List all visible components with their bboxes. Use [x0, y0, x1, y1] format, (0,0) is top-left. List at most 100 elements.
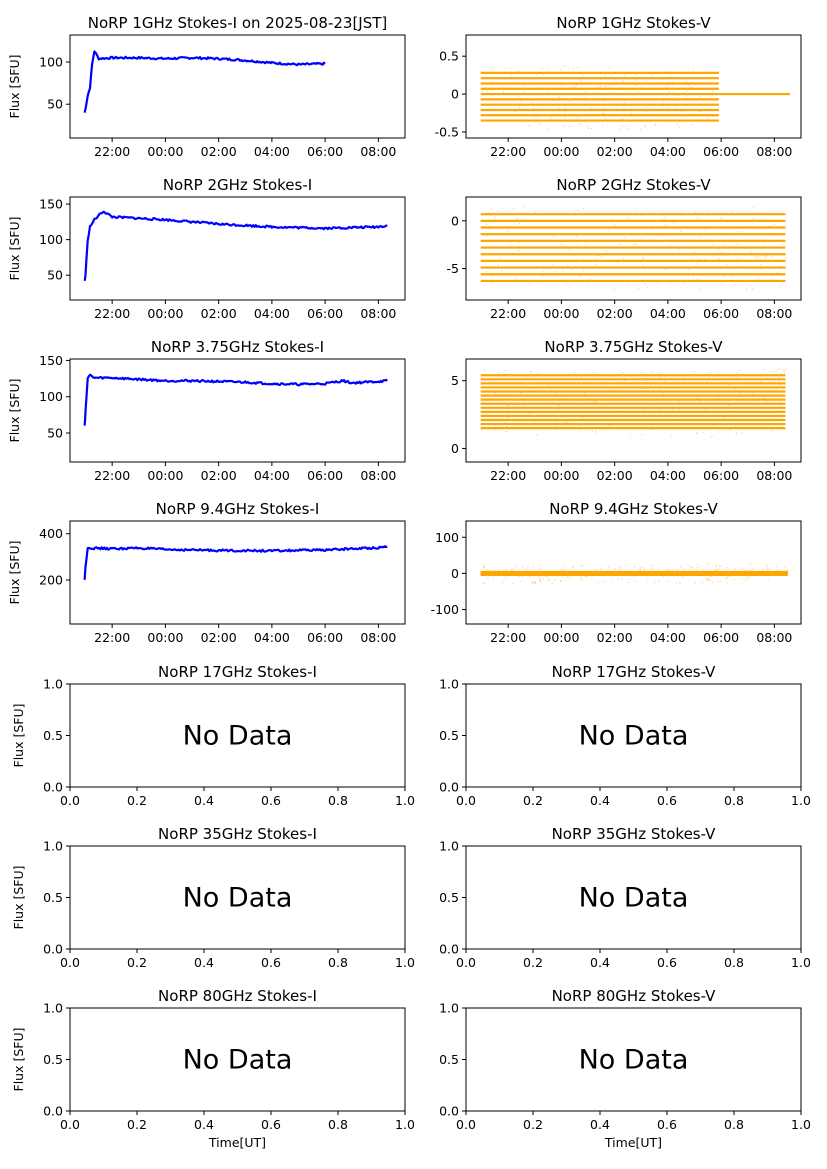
scatter-point — [572, 87, 574, 89]
scatter-point — [641, 254, 643, 256]
scatter-point — [735, 432, 737, 434]
x-tick-label: 22:00 — [94, 630, 130, 645]
scatter-point — [502, 212, 504, 215]
scatter-point — [742, 415, 744, 417]
scatter-point — [537, 227, 539, 229]
scatter-point — [567, 265, 569, 267]
scatter-point — [737, 243, 739, 245]
scatter-point — [555, 392, 558, 394]
scatter-point — [672, 97, 674, 99]
scatter-point — [622, 372, 624, 374]
scatter-point — [749, 576, 751, 578]
scatter-point — [497, 211, 499, 213]
scatter-point — [632, 99, 634, 101]
scatter-point — [605, 85, 607, 87]
scatter-point — [635, 243, 637, 245]
scatter-point — [752, 207, 754, 209]
x-tick-label: 00:00 — [147, 468, 183, 483]
scatter-point — [760, 380, 762, 383]
scatter-point — [600, 221, 603, 223]
scatter-point — [612, 575, 614, 577]
scatter-point — [482, 582, 484, 585]
y-tick-label: 0.0 — [43, 780, 63, 795]
scatter-point — [508, 413, 510, 415]
scatter-point — [711, 244, 714, 246]
x-tick-label: 02:00 — [201, 144, 237, 159]
scatter-point — [557, 96, 559, 98]
scatter-point — [522, 386, 524, 388]
scatter-point — [538, 108, 540, 110]
scatter-point — [604, 75, 606, 77]
scatter-point — [495, 274, 497, 276]
y-tick-label: 0.5 — [43, 1052, 63, 1067]
scatter-point — [690, 566, 692, 568]
scatter-point — [531, 412, 533, 414]
scatter-point — [659, 376, 661, 379]
scatter-point — [628, 92, 630, 94]
x-tick-label: 0.6 — [261, 955, 281, 970]
scatter-point — [731, 414, 733, 416]
scatter-point — [566, 82, 568, 84]
scatter-point — [787, 570, 789, 572]
x-tick-label: 08:00 — [756, 306, 792, 321]
scatter-point — [534, 582, 537, 584]
scatter-point — [550, 389, 552, 391]
x-tick-label: 08:00 — [756, 630, 792, 645]
scatter-point — [660, 109, 662, 111]
scatter-point — [514, 110, 516, 112]
scatter-point — [569, 100, 571, 102]
scatter-point — [642, 264, 644, 266]
scatter-point — [538, 564, 540, 566]
scatter-point — [709, 575, 711, 577]
x-tick-label: 00:00 — [543, 144, 579, 159]
scatter-point — [680, 574, 682, 576]
scatter-point — [687, 84, 689, 86]
scatter-point — [755, 420, 757, 422]
scatter-point — [506, 230, 508, 232]
scatter-point — [621, 80, 624, 82]
scatter-point — [739, 574, 741, 576]
scatter-point — [678, 573, 680, 575]
scatter-point — [725, 578, 727, 580]
scatter-point — [595, 569, 598, 571]
scatter-point — [577, 245, 579, 247]
scatter-point — [763, 568, 765, 570]
scatter-point — [638, 287, 640, 289]
scatter-point — [784, 566, 786, 568]
y-tick-label: 1.0 — [439, 839, 459, 854]
chart-panel-9: NoRP 17GHz Stokes-I No Data 0.0 0.2 0.4 0.6 0.… — [11, 663, 415, 808]
x-tick-label: 1.0 — [395, 793, 415, 808]
scatter-point — [591, 430, 593, 432]
scatter-point — [723, 275, 725, 277]
scatter-point — [524, 89, 526, 91]
scatter-point — [719, 580, 721, 582]
scatter-point — [742, 280, 744, 282]
scatter-point — [600, 569, 602, 571]
scatter-point — [520, 580, 522, 582]
scatter-point — [750, 285, 752, 287]
y-tick-label: 1.0 — [43, 839, 63, 854]
scatter-band — [480, 65, 790, 130]
scatter-point — [486, 412, 488, 414]
scatter-point — [602, 113, 604, 115]
scatter-point — [529, 576, 531, 578]
scatter-point — [613, 288, 615, 290]
scatter-point — [556, 89, 558, 91]
scatter-point — [486, 271, 488, 273]
scatter-point — [739, 393, 741, 395]
scatter-point — [742, 568, 744, 570]
scatter-point — [567, 267, 569, 269]
scatter-point — [529, 371, 532, 373]
chart-panel-2: NoRP 1GHz Stokes-V 22:00 00:00 02:00 04:00 06… — [435, 14, 802, 159]
scatter-point — [529, 412, 531, 415]
scatter-point — [626, 127, 628, 130]
x-tick-label: 0.2 — [127, 793, 147, 808]
scatter-point — [633, 576, 635, 578]
scatter-point — [655, 415, 657, 417]
scatter-point — [585, 575, 587, 577]
chart-title: NoRP 3.75GHz Stokes-V — [544, 338, 723, 356]
scatter-point — [585, 242, 587, 244]
scatter-point — [580, 576, 582, 578]
scatter-point — [724, 401, 726, 403]
scatter-point — [498, 94, 500, 96]
